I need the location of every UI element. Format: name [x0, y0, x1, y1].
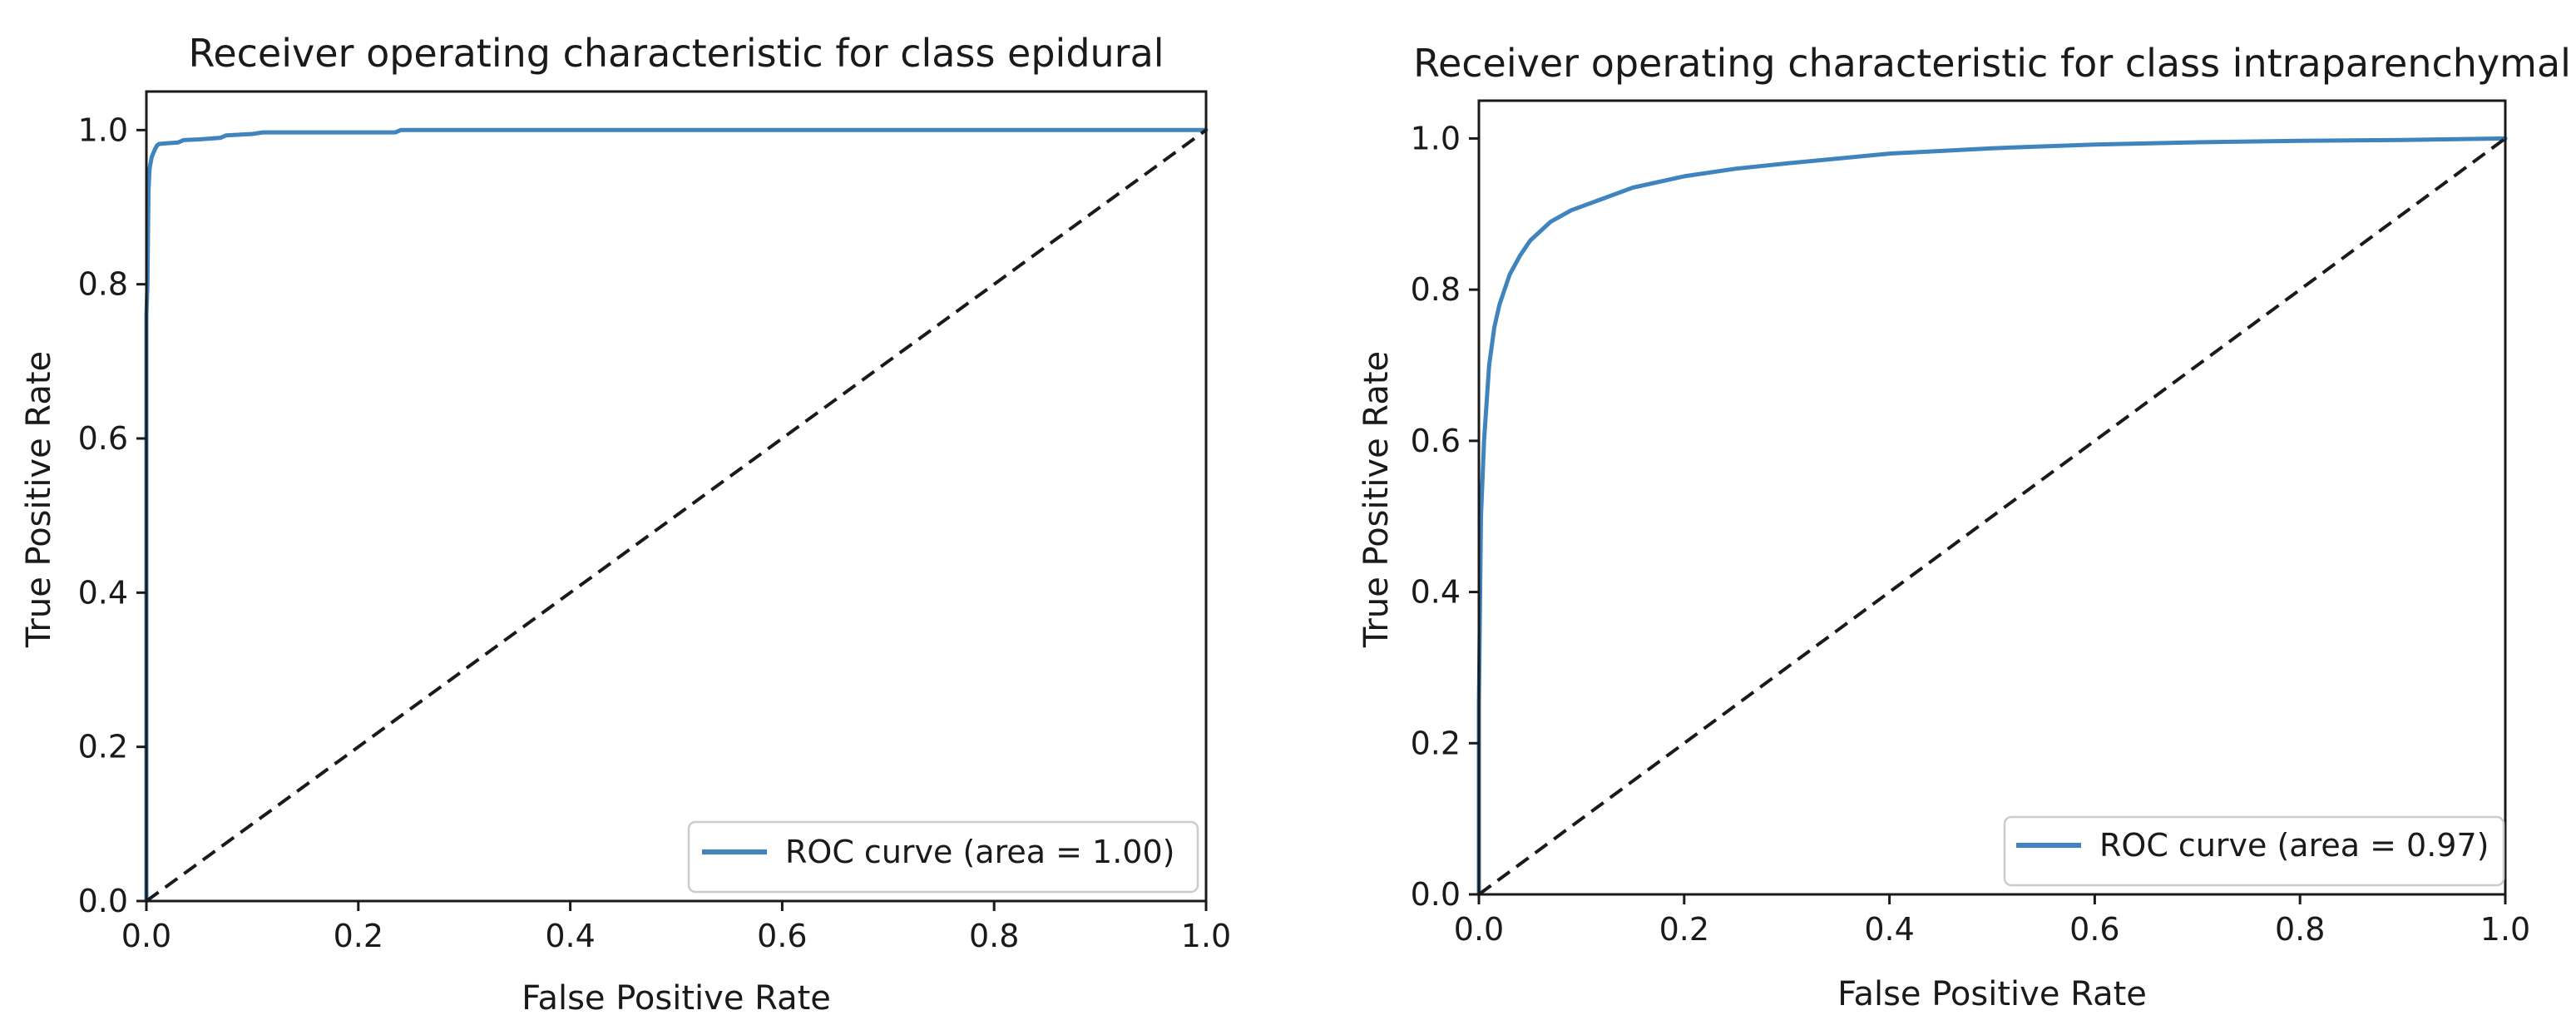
x-tick-label: 0.4 — [545, 918, 595, 954]
x-axis: 0.0 0.2 0.4 0.6 0.8 1.0 — [1454, 894, 2530, 948]
y-tick-label: 0.2 — [1411, 725, 1461, 761]
chart-title: Receiver operating characteristic for cl… — [188, 31, 1164, 76]
x-axis-label: False Positive Rate — [522, 979, 831, 1018]
plot-area — [1476, 99, 2508, 897]
y-axis-label: True Positive Rate — [1357, 351, 1396, 648]
legend-box — [2003, 815, 2505, 887]
legend: ROC curve (area = 0.97) — [2003, 815, 2505, 887]
y-tick-label: 0.4 — [1411, 574, 1461, 611]
chart-panel-epidural: Receiver operating characteristic for cl… — [20, 31, 1231, 1018]
y-axis: 0.0 0.2 0.4 0.6 0.8 1.0 — [78, 111, 146, 919]
chance-diagonal-line — [1477, 136, 2507, 896]
y-tick-label: 0.8 — [78, 266, 128, 303]
chart-title: Receiver operating characteristic for cl… — [1413, 41, 2571, 86]
legend-box — [687, 820, 1199, 894]
x-tick-label: 1.0 — [2480, 911, 2530, 948]
plot-area — [144, 90, 1209, 904]
chance-diagonal-line — [145, 128, 1208, 903]
x-axis: 0.0 0.2 0.4 0.6 0.8 1.0 — [121, 901, 1231, 954]
y-tick-label: 0.0 — [78, 883, 128, 919]
y-axis-label: True Positive Rate — [20, 351, 58, 648]
y-tick-label: 1.0 — [78, 111, 128, 148]
y-tick-label: 0.8 — [1411, 271, 1461, 308]
x-tick-label: 0.8 — [969, 918, 1019, 954]
y-axis: 0.0 0.2 0.4 0.6 0.8 1.0 — [1411, 120, 1479, 913]
x-axis-label: False Positive Rate — [1837, 975, 2147, 1013]
y-tick-label: 1.0 — [1411, 120, 1461, 156]
axes-frame — [1477, 99, 2507, 896]
x-tick-label: 1.0 — [1181, 918, 1231, 954]
x-tick-label: 0.0 — [1454, 911, 1504, 948]
axes-frame — [145, 90, 1208, 903]
x-tick-label: 0.6 — [757, 918, 807, 954]
x-tick-label: 0.0 — [121, 918, 171, 954]
roc-curve-line — [1476, 136, 2508, 897]
x-tick-label: 0.4 — [1864, 911, 1914, 948]
roc-curve-line — [144, 127, 1209, 904]
y-tick-label: 0.4 — [78, 574, 128, 611]
y-tick-label: 0.0 — [1411, 876, 1461, 913]
x-tick-label: 0.6 — [2069, 911, 2119, 948]
legend-entry: ROC curve (area = 1.00) — [785, 834, 1174, 870]
x-tick-label: 0.8 — [2275, 911, 2325, 948]
x-tick-label: 0.2 — [1659, 911, 1709, 948]
y-tick-label: 0.6 — [78, 420, 128, 457]
y-tick-label: 0.6 — [1411, 423, 1461, 459]
x-tick-label: 0.2 — [334, 918, 383, 954]
chart-panel-intraparenchymal: Receiver operating characteristic for cl… — [1357, 41, 2571, 1013]
legend: ROC curve (area = 1.00) — [687, 820, 1199, 894]
y-tick-label: 0.2 — [78, 729, 128, 765]
legend-entry: ROC curve (area = 0.97) — [2099, 827, 2489, 864]
